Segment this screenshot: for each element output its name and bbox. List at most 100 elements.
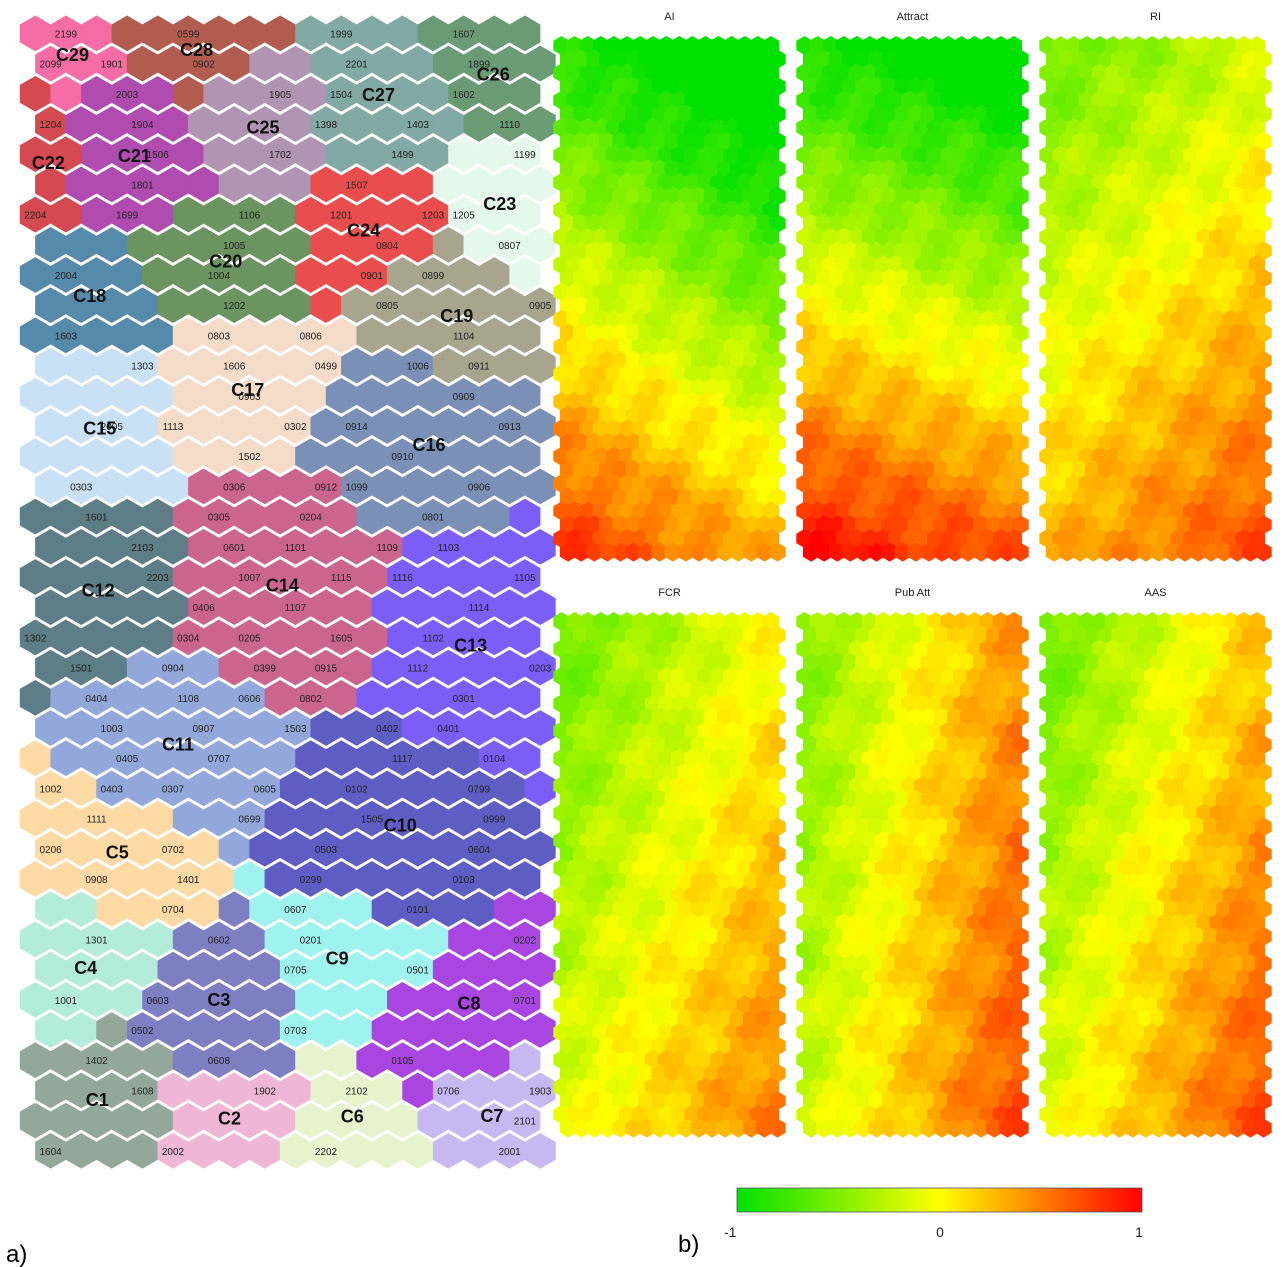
plane-cell (966, 694, 983, 714)
plane-cell (933, 1063, 951, 1083)
plane-cell (940, 309, 957, 329)
plane-cell (842, 296, 859, 316)
plane-cell (1098, 77, 1115, 97)
plane-cell (907, 844, 924, 864)
plane-cell (986, 1009, 1003, 1029)
cluster-cell (249, 710, 281, 746)
plane-cell (736, 255, 753, 275)
plane-cell (1111, 433, 1128, 453)
plane-cell (1183, 776, 1200, 796)
plane-cell (986, 680, 1003, 700)
plane-cell (1222, 36, 1239, 55)
cluster-cell (478, 921, 510, 958)
plane-cell (802, 844, 820, 864)
plane-cell (605, 364, 623, 384)
plane-cell (1255, 981, 1272, 1001)
plane-cell (684, 639, 701, 659)
plane-cell (829, 735, 846, 755)
plane-cell (966, 721, 983, 741)
plane-cell (658, 337, 675, 357)
plane-cell (1163, 214, 1181, 233)
plane-cell (822, 474, 839, 494)
cluster-cell (172, 438, 204, 475)
plane-cell (848, 721, 866, 741)
plane-cell (894, 1063, 911, 1083)
plane-cell (992, 63, 1010, 83)
plane-cell (658, 474, 675, 494)
plane-cell (638, 817, 655, 837)
plane-cell (618, 36, 636, 55)
plane-cell (618, 501, 636, 521)
plane-cell (671, 858, 688, 878)
plane-cell (1124, 899, 1141, 919)
plane-cell (855, 762, 872, 782)
plane-cell (677, 460, 695, 480)
node-label: 0799 (468, 784, 491, 795)
plane-cell (855, 268, 872, 288)
plane-cell (1170, 995, 1187, 1015)
plane-cell (684, 831, 701, 851)
plane-cell (1222, 1050, 1239, 1070)
plane-cell (1039, 1050, 1056, 1070)
plane-cell (1235, 858, 1253, 878)
cluster-cell (188, 1072, 220, 1109)
plane-cell (690, 707, 708, 727)
cluster-cell (463, 649, 495, 686)
plane-cell (815, 707, 833, 727)
plane-cell (1248, 200, 1266, 220)
plane-cell (835, 694, 852, 714)
plane-cell (730, 405, 747, 425)
cluster-cell (463, 1132, 495, 1169)
plane-cell (1117, 803, 1135, 823)
cluster-cell (509, 740, 541, 777)
plane-cell (829, 872, 846, 892)
plane-cell (1045, 159, 1063, 179)
plane-cell (1124, 653, 1141, 673)
plane-cell (907, 1036, 924, 1056)
plane-cell (1039, 90, 1056, 110)
plane-cell (1137, 49, 1154, 69)
plane-cell (762, 803, 780, 823)
plane-cell (1235, 200, 1253, 220)
plane-cell (690, 515, 708, 535)
plane-cell (796, 748, 813, 768)
plane-cell (946, 460, 964, 480)
plane-cell (933, 707, 951, 727)
plane-cell (559, 460, 577, 480)
plane-cell (999, 1036, 1016, 1056)
plane-cell (1058, 735, 1076, 755)
plane-cell (1202, 1036, 1220, 1056)
plane-cell (1130, 227, 1148, 247)
cluster-cell (295, 800, 327, 837)
plane-cell (809, 968, 826, 987)
plane-cell (559, 1063, 577, 1083)
plane-cell (1065, 748, 1082, 768)
cluster-cell (19, 559, 51, 595)
plane-cell (829, 487, 846, 507)
plane-cell (1124, 296, 1141, 316)
plane-cell (671, 776, 688, 796)
plane-cell (572, 131, 590, 151)
cluster-cell (218, 1012, 250, 1048)
plane-cell (658, 392, 675, 411)
plane-cell (1124, 515, 1141, 535)
plane-cell (1091, 1050, 1109, 1070)
node-label: 0501 (407, 966, 430, 977)
plane-cell (730, 1009, 747, 1029)
plane-cell (651, 899, 668, 919)
plane-cell (572, 49, 590, 69)
plane-cell (842, 653, 859, 673)
plane-cell (868, 378, 885, 398)
cluster-cell (463, 1012, 495, 1048)
plane-cell (973, 899, 990, 919)
plane-cell (1072, 296, 1089, 316)
plane-cell (802, 653, 820, 673)
node-label: 0911 (468, 362, 490, 373)
cluster-cell (478, 1042, 510, 1079)
plane-cell (979, 309, 996, 329)
plane-cell (1091, 392, 1109, 411)
plane-cell (822, 666, 839, 686)
plane-cell (1163, 104, 1181, 124)
plane-cell (1144, 36, 1161, 55)
cluster-cell (81, 136, 112, 173)
